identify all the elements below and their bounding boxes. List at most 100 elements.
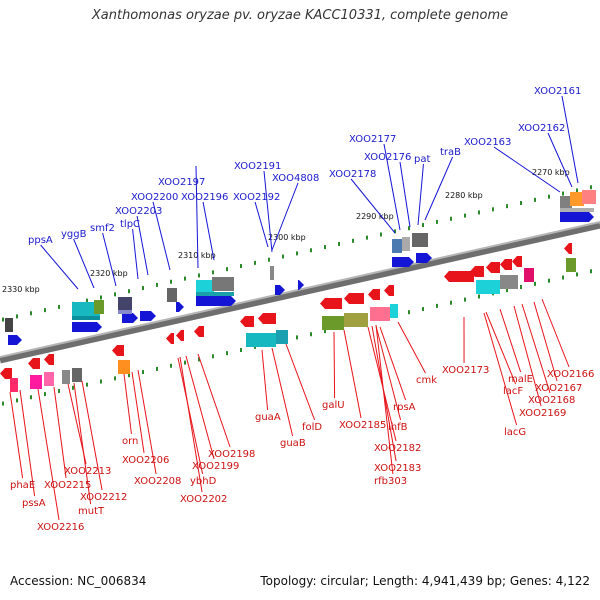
tick-dot bbox=[492, 207, 494, 212]
leader-line bbox=[483, 312, 518, 426]
leader-line bbox=[81, 380, 103, 491]
gene-label-mutT: mutT bbox=[78, 506, 105, 517]
leader-line bbox=[333, 331, 336, 399]
tick-dot bbox=[240, 348, 242, 352]
tick-dot bbox=[184, 276, 186, 281]
gene-label-malE: malE bbox=[508, 374, 533, 385]
tick-dot bbox=[282, 254, 284, 259]
tick-dot bbox=[394, 229, 396, 234]
forward-gene-arrow bbox=[176, 302, 184, 312]
tick-dot bbox=[576, 272, 578, 277]
reverse-gene-arrow bbox=[500, 259, 512, 270]
gene-label-XOO2199: XOO2199 bbox=[192, 461, 239, 472]
gene-label-XOO4808: XOO4808 bbox=[272, 173, 319, 184]
tick-dot bbox=[100, 379, 102, 384]
tick-dot bbox=[310, 332, 312, 337]
leader-line bbox=[383, 143, 401, 231]
leader-line bbox=[399, 161, 411, 228]
tick-dot bbox=[170, 279, 172, 284]
tick-dot bbox=[464, 297, 466, 302]
gene-label-yggB: yggB bbox=[61, 229, 87, 240]
gene-label-traB: traB bbox=[440, 147, 461, 158]
tick-dot bbox=[534, 197, 536, 202]
tick-dot bbox=[128, 289, 130, 294]
forward-gene-arrow bbox=[416, 253, 432, 263]
leader-line bbox=[254, 201, 269, 248]
leader-line bbox=[73, 382, 92, 505]
tick-dot bbox=[30, 311, 32, 316]
gene-label-XOO2200: XOO2200 bbox=[131, 192, 178, 203]
tick-dot bbox=[240, 264, 242, 268]
gene-box bbox=[246, 333, 276, 347]
gene-label-XOO2198: XOO2198 bbox=[208, 449, 255, 460]
gene-label-guaA: guaA bbox=[255, 412, 281, 423]
tick-dot bbox=[114, 292, 116, 297]
tick-dot bbox=[520, 201, 522, 205]
tick-dot bbox=[254, 260, 256, 265]
tick-dot bbox=[310, 248, 312, 253]
reverse-gene-arrow bbox=[564, 243, 572, 254]
tick-dot bbox=[100, 295, 102, 300]
gene-label-pssA: pssA bbox=[22, 498, 46, 509]
gene-box bbox=[94, 300, 104, 314]
leader-line bbox=[261, 349, 269, 411]
tick-dot bbox=[338, 241, 340, 246]
gene-label-XOO2196: XOO2196 bbox=[181, 192, 228, 203]
tick-dot bbox=[128, 373, 130, 378]
leader-line bbox=[424, 156, 454, 221]
gene-box bbox=[476, 280, 500, 294]
reverse-gene-arrow bbox=[384, 285, 394, 296]
leader-line bbox=[493, 146, 561, 193]
tick-dot bbox=[506, 288, 508, 293]
tick-dot bbox=[478, 210, 480, 215]
gene-label-XOO2183: XOO2183 bbox=[374, 463, 421, 474]
tick-dot bbox=[198, 273, 200, 278]
forward-gene-arrow bbox=[298, 280, 304, 290]
gene-box bbox=[196, 280, 214, 294]
gene-box bbox=[10, 378, 18, 392]
tick-dot bbox=[590, 269, 592, 274]
gene-box bbox=[62, 370, 70, 384]
leader-line bbox=[271, 182, 299, 251]
reverse-gene-arrow bbox=[320, 298, 342, 309]
leader-line bbox=[102, 232, 117, 287]
label-leaders bbox=[9, 95, 579, 521]
leader-line bbox=[53, 386, 67, 479]
tick-label: 2290 kbp bbox=[356, 212, 394, 221]
tick-dot bbox=[212, 270, 214, 275]
gene-label-XOO2215: XOO2215 bbox=[44, 480, 91, 491]
reverse-gene-arrow bbox=[28, 358, 40, 369]
tick-dot bbox=[296, 335, 298, 340]
tick-dot bbox=[450, 300, 452, 305]
tick-dot bbox=[184, 360, 186, 365]
gene-label-XOO2197: XOO2197 bbox=[158, 177, 205, 188]
leader-line bbox=[533, 301, 558, 382]
gene-box bbox=[570, 192, 584, 206]
tick-dot bbox=[142, 370, 144, 375]
gene-label-smf2: smf2 bbox=[90, 223, 115, 234]
gene-label-XOO2177: XOO2177 bbox=[349, 134, 396, 145]
gene-box bbox=[582, 190, 596, 204]
gene-label-folD: folD bbox=[302, 422, 322, 433]
leader-line bbox=[547, 132, 573, 188]
tick-label: 2270 kbp bbox=[532, 168, 570, 177]
tick-dot bbox=[86, 298, 88, 303]
reverse-gene-arrow bbox=[0, 368, 12, 379]
leader-line bbox=[197, 353, 231, 448]
tick-dot bbox=[506, 204, 508, 209]
gene-label-lacF: lacF bbox=[503, 386, 523, 397]
gene-box bbox=[167, 288, 177, 302]
gene-box bbox=[118, 297, 132, 311]
gene-label-XOO2182: XOO2182 bbox=[374, 443, 421, 454]
gene-label-XOO2176: XOO2176 bbox=[364, 152, 411, 163]
gene-label-phaE: phaE bbox=[10, 480, 35, 491]
gene-box bbox=[44, 372, 54, 386]
gene-label-rfb303: rfb303 bbox=[374, 476, 407, 487]
gene-box bbox=[370, 307, 390, 321]
tick-dot bbox=[58, 388, 60, 393]
gene-label-ppsA: ppsA bbox=[28, 235, 53, 246]
tick-label: 2310 kbp bbox=[178, 251, 216, 260]
leader-line bbox=[263, 170, 273, 253]
leader-line bbox=[397, 321, 426, 374]
